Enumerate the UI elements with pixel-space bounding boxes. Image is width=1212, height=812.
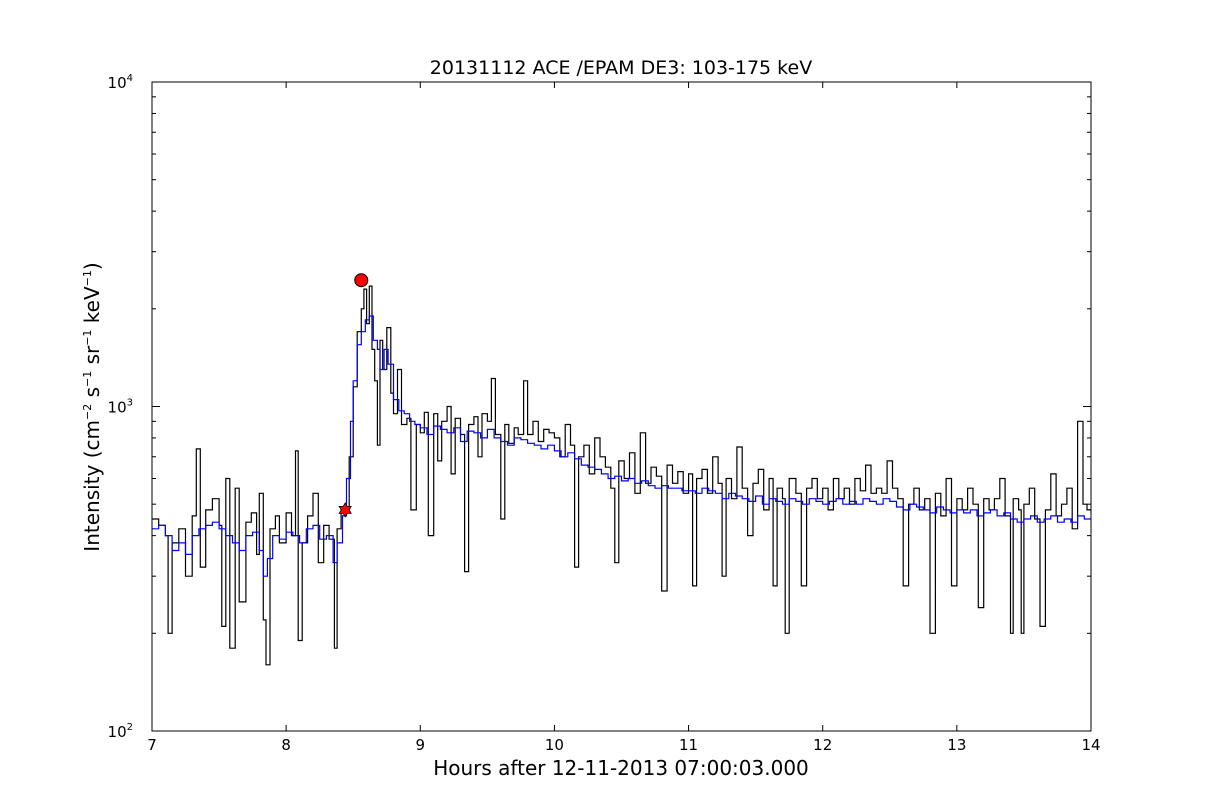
x-axis: 7 8 9 10 11 12 13 14 bbox=[147, 82, 1101, 754]
x-tick-label: 7 bbox=[147, 736, 157, 754]
onset-marker bbox=[338, 502, 352, 518]
plot-area bbox=[151, 81, 1092, 732]
y-label-exp1: −2 bbox=[81, 404, 94, 420]
series-layer bbox=[152, 285, 1091, 666]
chart-title: 20131112 ACE /EPAM DE3: 103-175 keV bbox=[430, 57, 812, 79]
y-tick-label: 102 bbox=[108, 722, 133, 741]
plot-frame bbox=[151, 81, 1092, 732]
y-axis: 102 103 104 bbox=[108, 73, 1091, 741]
y-label-exp3: −1 bbox=[81, 330, 94, 346]
x-tick-label: 9 bbox=[416, 736, 426, 754]
x-tick-label: 12 bbox=[813, 736, 832, 754]
peak-marker bbox=[354, 273, 369, 288]
y-label-prefix: Intensity (cm bbox=[80, 420, 104, 552]
x-tick-label: 11 bbox=[679, 736, 698, 754]
y-label-mid1: s bbox=[80, 387, 104, 404]
y-axis-label: Intensity (cm−2 s−1 sr−1 keV−1) bbox=[80, 262, 104, 551]
x-tick-label: 10 bbox=[545, 736, 564, 754]
y-tick-label: 104 bbox=[108, 73, 133, 92]
y-label-exp4: −1 bbox=[81, 270, 94, 286]
marker-layer bbox=[338, 273, 369, 518]
x-axis-label: Hours after 12-11-2013 07:00:03.000 bbox=[433, 756, 809, 780]
y-label-suffix: ) bbox=[80, 262, 104, 270]
x-tick-label: 8 bbox=[281, 736, 291, 754]
x-tick-label: 13 bbox=[947, 736, 966, 754]
y-tick-label: 103 bbox=[108, 398, 133, 417]
y-label-exp2: −1 bbox=[81, 371, 94, 387]
series-line-raw bbox=[152, 285, 1091, 666]
y-label-mid2: sr bbox=[80, 345, 104, 371]
x-tick-label: 14 bbox=[1081, 736, 1100, 754]
series-line-smoothed bbox=[152, 315, 1091, 577]
y-label-mid3: keV bbox=[80, 286, 104, 330]
